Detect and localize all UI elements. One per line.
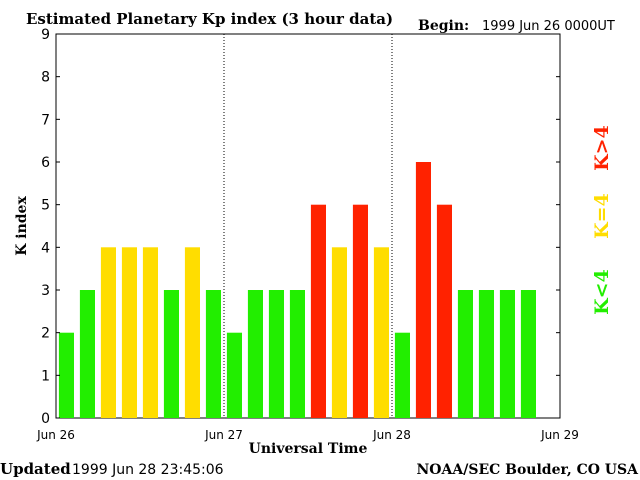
kp-bar (499, 290, 515, 418)
source-credit: NOAA/SEC Boulder, CO USA (417, 462, 640, 478)
y-tick-label: 4 (41, 240, 50, 256)
updated-label: Updated (0, 460, 71, 478)
kp-bar (415, 162, 431, 418)
x-tick-label: Jun 26 (36, 428, 75, 442)
x-tick-label: Jun 27 (204, 428, 243, 442)
kp-bar (205, 290, 221, 418)
kp-bar (520, 290, 536, 418)
kp-bar (457, 290, 473, 418)
kp-bar (289, 290, 305, 418)
kp-bar (121, 247, 137, 418)
y-tick-label: 6 (41, 155, 50, 171)
kp-bar (373, 247, 389, 418)
y-axis-label: K index (14, 196, 30, 256)
chart-title: Estimated Planetary Kp index (3 hour dat… (26, 10, 393, 28)
legend-k-greater-than-4: K>4 (591, 125, 613, 171)
legend-k-equals-4: K=4 (591, 193, 613, 239)
x-tick-label: Jun 28 (372, 428, 411, 442)
x-axis-ticks: Jun 26 Jun 27 Jun 28 Jun 29 (36, 428, 579, 442)
legend-k-less-than-4: K<4 (591, 269, 613, 315)
kp-bar (100, 247, 116, 418)
y-tick-label: 3 (41, 283, 50, 299)
begin-label: Begin: (418, 18, 469, 34)
kp-bar (394, 332, 410, 418)
x-axis-label: Universal Time (249, 441, 368, 457)
kp-bar (310, 204, 326, 418)
y-tick-label: 1 (41, 368, 50, 384)
y-tick-label: 8 (41, 70, 50, 86)
kp-bar (268, 290, 284, 418)
x-tick-label: Jun 29 (540, 428, 579, 442)
kp-bar (58, 332, 74, 418)
plot-frame (55, 33, 561, 419)
kp-bar (331, 247, 347, 418)
begin-value: 1999 Jun 26 0000UT (482, 19, 615, 34)
y-tick-label: 2 (41, 326, 50, 342)
bar-series (58, 162, 536, 418)
kp-bar (478, 290, 494, 418)
kp-bar (436, 204, 452, 418)
y-tick-label: 0 (41, 411, 50, 427)
kp-bar (163, 290, 179, 418)
kp-bar (352, 204, 368, 418)
y-axis-ticks: 0 1 2 3 4 5 6 7 8 9 (41, 27, 560, 427)
kp-bar (184, 247, 200, 418)
kp-bar (226, 332, 242, 418)
y-tick-label: 5 (41, 198, 50, 214)
kp-bar (247, 290, 263, 418)
kp-bar (79, 290, 95, 418)
y-tick-label: 9 (41, 27, 50, 43)
updated-value: 1999 Jun 28 23:45:06 (72, 462, 224, 478)
y-tick-label: 7 (41, 112, 50, 128)
kp-bar (142, 247, 158, 418)
